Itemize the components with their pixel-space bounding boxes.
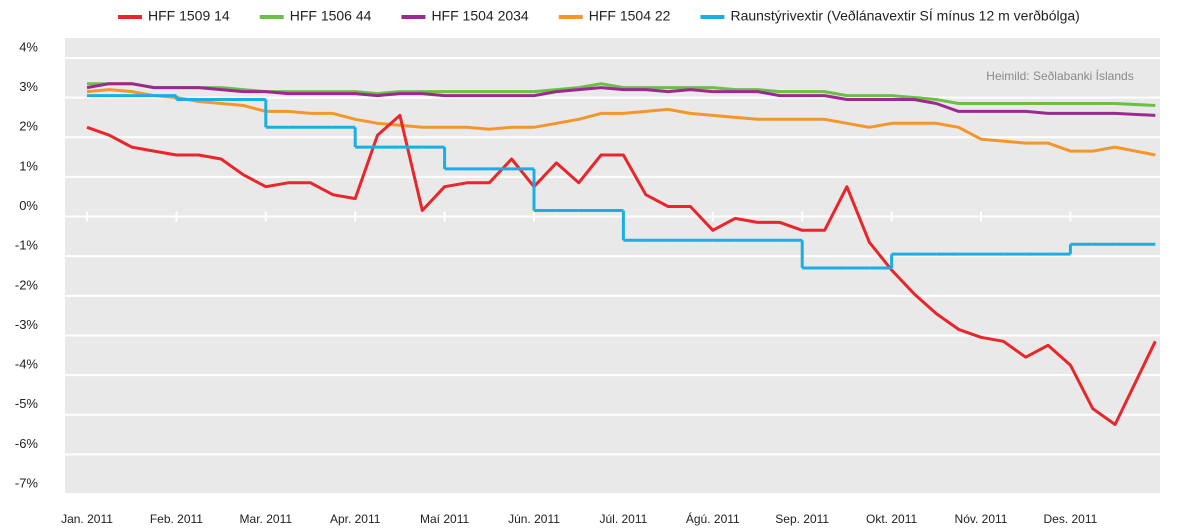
x-tick-label: Jan. 2011 (61, 512, 113, 526)
y-tick-label: -6% (15, 436, 39, 451)
x-tick-label: Júl. 2011 (599, 512, 647, 526)
x-tick-label: Ágú. 2011 (686, 511, 740, 526)
x-tick-label: Apr. 2011 (330, 512, 381, 526)
x-tick-label: Des. 2011 (1043, 512, 1097, 526)
x-tick-label: Feb. 2011 (150, 512, 203, 526)
x-tick-label: Mar. 2011 (240, 512, 293, 526)
y-tick-label: -1% (15, 238, 39, 253)
plot-background (65, 38, 1160, 494)
y-tick-label: 1% (19, 158, 38, 173)
series-line (86, 88, 1156, 157)
legend-label: HFF 1506 44 (290, 8, 372, 24)
y-tick-label: 3% (19, 79, 38, 94)
legend-label: HFF 1504 22 (589, 8, 671, 24)
annotation: Heimild: Seðlabanki Íslands (986, 68, 1133, 83)
y-tick-label: -3% (15, 317, 39, 332)
x-tick-label: Okt. 2011 (866, 512, 917, 526)
y-tick-label: -7% (15, 475, 39, 490)
x-tick-label: Jún. 2011 (508, 512, 560, 526)
series-line (86, 113, 1157, 426)
y-tick-label: -5% (15, 396, 39, 411)
y-tick-label: -4% (15, 357, 39, 372)
y-tick-label: 0% (19, 198, 38, 213)
x-tick-label: Nóv. 2011 (955, 512, 1008, 526)
y-tick-label: 4% (19, 39, 38, 54)
x-tick-label: Maí 2011 (420, 512, 469, 526)
y-tick-label: 2% (19, 119, 38, 134)
legend-label: Raunstýrivextir (Veðlánavextir SÍ mínus … (730, 8, 1079, 24)
y-tick-label: -2% (15, 277, 39, 292)
series-line (86, 82, 1156, 117)
legend-label: HFF 1509 14 (148, 8, 230, 24)
x-tick-label: Sep. 2011 (775, 512, 829, 526)
legend-label: HFF 1504 2034 (431, 8, 528, 24)
